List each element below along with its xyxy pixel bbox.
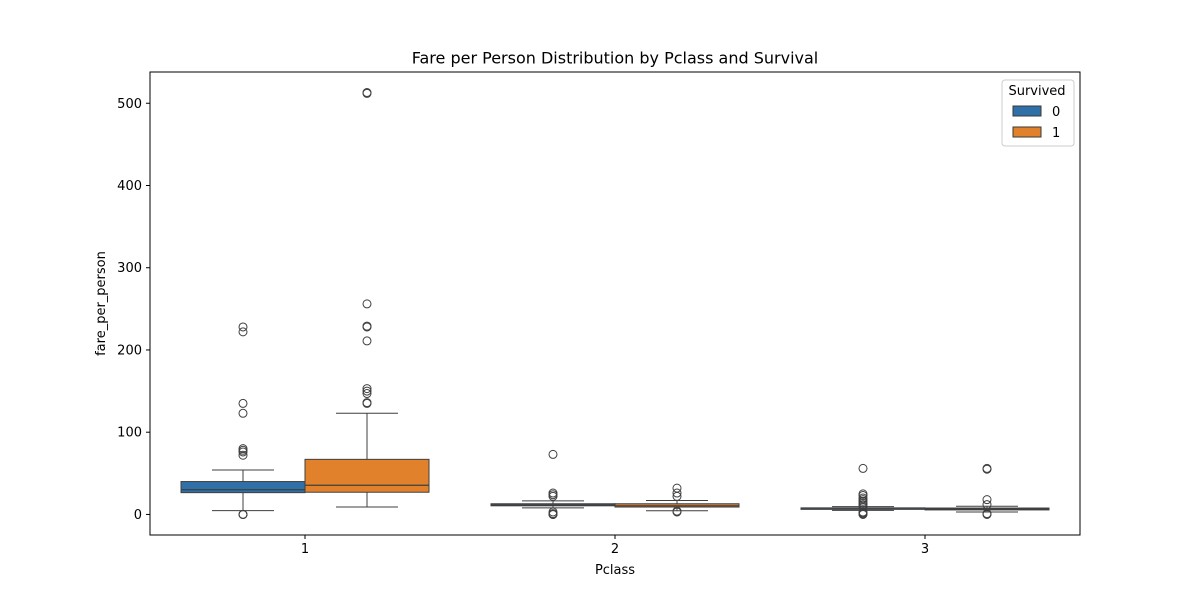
legend-swatch-1 (1012, 126, 1042, 138)
outlier-point (858, 489, 868, 499)
outlier-point (238, 444, 248, 454)
outlier-point (858, 507, 868, 517)
box-body (304, 458, 430, 493)
plot-frame (149, 71, 1081, 536)
outlier-point (362, 299, 372, 309)
outlier-point (362, 386, 372, 396)
outlier-point (238, 322, 248, 332)
outlier-point (238, 327, 248, 337)
outlier-point (982, 495, 992, 505)
outlier-point (362, 384, 372, 394)
legend-title: Survived (1008, 84, 1065, 99)
outlier-point (982, 500, 992, 510)
outlier-point (362, 398, 372, 408)
outlier-point (858, 463, 868, 473)
y-tick-label: 400 (117, 179, 142, 194)
box-1-pclass-2 (614, 483, 740, 517)
outlier-point (362, 321, 372, 331)
box-1-pclass-1 (304, 88, 430, 508)
outlier-point (858, 493, 868, 503)
legend: Survived 0 1 (1001, 79, 1075, 147)
box-0-pclass-1 (180, 322, 306, 519)
legend-label-1: 1 (1052, 126, 1060, 141)
box-0-pclass-2 (490, 449, 616, 519)
outlier-point (672, 506, 682, 516)
x-tick-label: 1 (301, 542, 309, 557)
outlier-point (548, 449, 558, 459)
legend-swatch-0 (1012, 105, 1042, 117)
y-tick-label: 500 (117, 97, 142, 112)
x-tick-label: 2 (611, 542, 619, 557)
outlier-point (362, 336, 372, 346)
box-body (180, 481, 306, 494)
outlier-point (548, 488, 558, 498)
outlier-point (238, 398, 248, 408)
outlier-point (362, 88, 372, 98)
chart-title: Fare per Person Distribution by Pclass a… (412, 49, 819, 68)
outlier-point (238, 509, 248, 519)
outlier-point (362, 389, 372, 399)
y-tick-label: 300 (117, 261, 142, 276)
x-axis: 1 2 3 (301, 535, 929, 557)
outlier-point (238, 408, 248, 418)
legend-label-0: 0 (1052, 105, 1060, 120)
x-axis-label: Pclass (595, 563, 635, 578)
outlier-point (982, 509, 992, 519)
outlier-point (672, 483, 682, 493)
outlier-point (672, 488, 682, 498)
plot-area (180, 88, 1050, 519)
box-0-pclass-3 (800, 463, 926, 519)
box-1-pclass-3 (924, 463, 1050, 519)
outlier-point (548, 507, 558, 517)
outlier-point (238, 450, 248, 460)
y-axis: 0 100 200 300 400 500 (117, 97, 150, 523)
y-tick-label: 0 (134, 508, 142, 523)
y-tick-label: 100 (117, 426, 142, 441)
outlier-point (982, 463, 992, 473)
y-tick-label: 200 (117, 343, 142, 358)
x-tick-label: 3 (921, 542, 929, 557)
y-axis-label: fare_per_person (94, 251, 109, 356)
